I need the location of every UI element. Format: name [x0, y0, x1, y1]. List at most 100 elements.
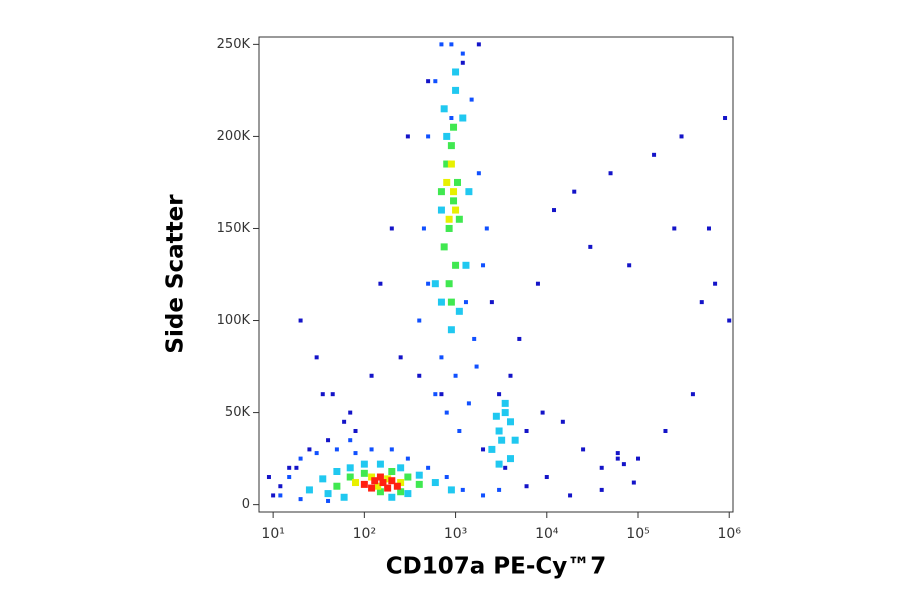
point — [388, 477, 396, 485]
point — [443, 160, 451, 168]
point — [346, 464, 354, 472]
point — [324, 490, 332, 498]
x-tick-label: 10⁴ — [535, 526, 559, 542]
point — [447, 160, 455, 168]
point — [437, 206, 445, 214]
point — [466, 401, 471, 406]
point — [437, 188, 445, 196]
point — [271, 493, 276, 498]
point — [397, 464, 405, 472]
point — [340, 493, 348, 501]
point — [439, 392, 444, 397]
point — [599, 465, 604, 470]
point — [524, 484, 529, 489]
point — [472, 336, 477, 341]
point — [452, 261, 460, 269]
point — [319, 475, 327, 483]
point — [599, 487, 604, 492]
point — [447, 326, 455, 334]
point — [476, 42, 481, 47]
point — [348, 410, 353, 415]
point — [540, 410, 545, 415]
y-tick-label: 0 — [242, 497, 250, 512]
point — [368, 484, 376, 492]
point — [353, 451, 358, 456]
point — [369, 373, 374, 378]
point — [298, 318, 303, 323]
point — [706, 226, 711, 231]
point — [314, 451, 319, 456]
point — [581, 447, 586, 452]
point — [457, 428, 462, 433]
point — [360, 480, 368, 488]
point — [326, 498, 331, 503]
point — [517, 336, 522, 341]
point — [369, 447, 374, 452]
point — [459, 114, 467, 122]
point — [376, 460, 384, 468]
point — [431, 479, 439, 487]
point — [378, 281, 383, 286]
point — [560, 419, 565, 424]
y-tick-label: 100K — [217, 313, 251, 328]
point — [727, 318, 732, 323]
point — [501, 409, 509, 417]
point — [447, 486, 455, 494]
point — [481, 447, 486, 452]
point — [266, 475, 271, 480]
point — [320, 392, 325, 397]
point — [552, 208, 557, 213]
point — [334, 447, 339, 452]
point — [445, 280, 453, 288]
point — [476, 171, 481, 176]
point — [447, 142, 455, 150]
point — [489, 300, 494, 305]
point — [443, 132, 451, 140]
point — [426, 134, 431, 139]
point — [663, 428, 668, 433]
point — [397, 488, 405, 496]
point — [447, 298, 455, 306]
point — [511, 436, 519, 444]
point — [495, 460, 503, 468]
point — [631, 480, 636, 485]
point — [488, 445, 496, 453]
point — [440, 105, 448, 113]
point — [440, 243, 448, 251]
point — [615, 451, 620, 456]
point — [346, 473, 354, 481]
point — [690, 392, 695, 397]
point — [652, 152, 657, 157]
point — [572, 189, 577, 194]
point — [452, 206, 460, 214]
point — [498, 436, 506, 444]
point — [636, 456, 641, 461]
point — [445, 224, 453, 232]
point — [463, 300, 468, 305]
point — [443, 178, 451, 186]
point — [404, 490, 412, 498]
y-tick-label: 150K — [217, 221, 251, 236]
point — [452, 86, 460, 94]
point — [397, 479, 405, 487]
point — [544, 475, 549, 480]
point — [314, 355, 319, 360]
point — [417, 373, 422, 378]
point — [405, 456, 410, 461]
point — [454, 178, 462, 186]
y-tick-label: 50K — [225, 405, 251, 420]
x-axis-title: CD107a PE-Cy™7 — [386, 554, 607, 580]
point — [460, 487, 465, 492]
point — [415, 480, 423, 488]
point — [524, 428, 529, 433]
point — [452, 68, 460, 76]
point — [393, 482, 401, 490]
point — [497, 392, 502, 397]
point — [503, 465, 508, 470]
point — [379, 479, 387, 487]
point — [360, 469, 368, 477]
point — [453, 373, 458, 378]
point — [469, 97, 474, 102]
point — [437, 298, 445, 306]
point — [506, 455, 514, 463]
